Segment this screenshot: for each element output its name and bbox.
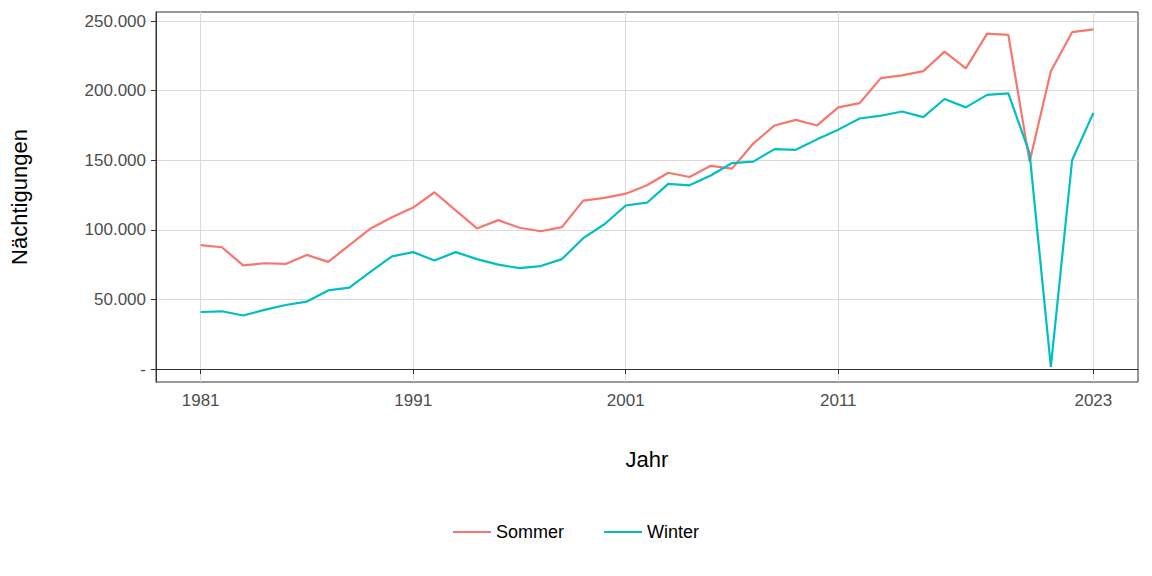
svg-text:50.000: 50.000 — [94, 290, 146, 309]
svg-text:200.000: 200.000 — [85, 81, 146, 100]
svg-text:1981: 1981 — [182, 391, 220, 410]
svg-text:Winter: Winter — [647, 522, 699, 542]
svg-text:2001: 2001 — [607, 391, 645, 410]
svg-text:2023: 2023 — [1074, 391, 1112, 410]
svg-text:Nächtigungen: Nächtigungen — [7, 129, 32, 265]
svg-text:250.000: 250.000 — [85, 12, 146, 31]
svg-text:150.000: 150.000 — [85, 151, 146, 170]
svg-text:Jahr: Jahr — [626, 447, 669, 472]
svg-text:Sommer: Sommer — [496, 522, 564, 542]
svg-text:-: - — [140, 360, 146, 379]
svg-text:2011: 2011 — [820, 391, 857, 410]
svg-text:1991: 1991 — [394, 391, 432, 410]
svg-text:100.000: 100.000 — [85, 220, 146, 239]
